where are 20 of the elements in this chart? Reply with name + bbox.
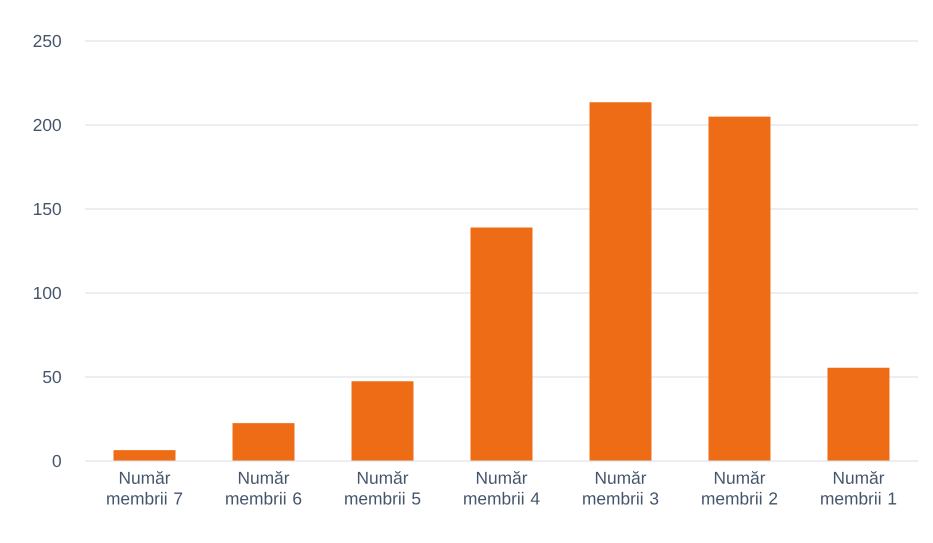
bar	[470, 227, 532, 461]
x-tick-label: Număr membrii 2	[702, 471, 778, 505]
bar	[827, 368, 890, 461]
x-tick-label: Număr membrii 7	[107, 471, 182, 505]
y-tick-label: 150	[34, 202, 61, 216]
x-tick-label: Număr membrii 6	[226, 471, 302, 505]
y-tick-label: 50	[43, 370, 61, 384]
x-tick-label: Număr membrii 3	[583, 471, 658, 505]
y-tick-label: 0	[52, 454, 61, 468]
y-tick-label: 100	[34, 286, 61, 300]
x-tick-label: Număr membrii 5	[345, 471, 420, 505]
bar	[232, 423, 295, 461]
x-tick-label: Număr membrii 1	[821, 471, 896, 505]
x-tick-label: Număr membrii 4	[464, 471, 540, 505]
bar	[589, 102, 652, 461]
y-tick-label: 200	[34, 118, 61, 132]
bar	[708, 116, 770, 461]
bar	[352, 381, 414, 461]
bar	[114, 450, 176, 461]
y-tick-label: 250	[34, 34, 61, 48]
